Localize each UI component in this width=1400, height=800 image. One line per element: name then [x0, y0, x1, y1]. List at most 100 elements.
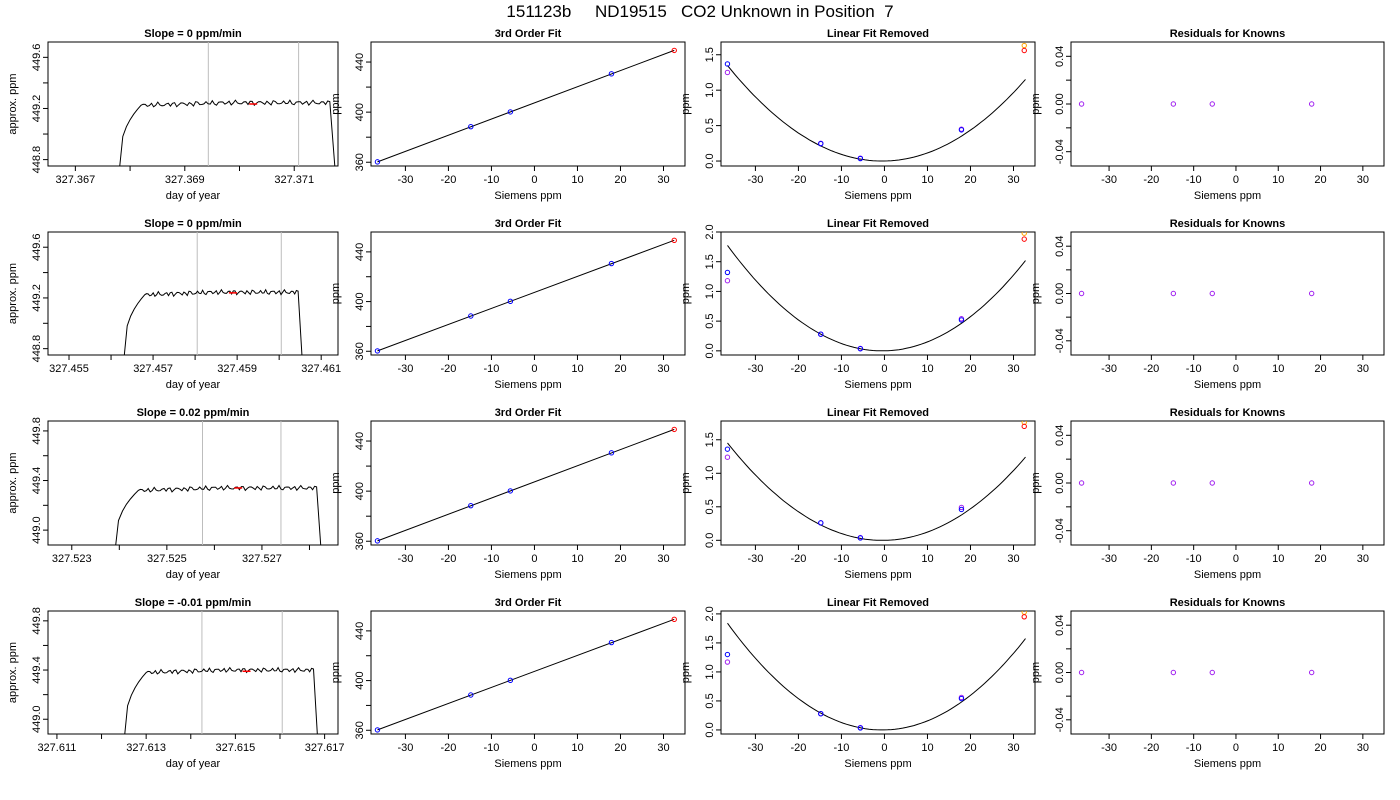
y-tick-label: 449.2	[31, 284, 43, 312]
x-tick-label: 0	[1233, 742, 1239, 754]
y-tick-label: 449.6	[31, 44, 43, 72]
y-tick-label: 1.5	[704, 432, 716, 447]
x-tick-label: 20	[1314, 553, 1326, 565]
residual-point	[1170, 669, 1177, 676]
y-tick-label: -0.04	[1054, 139, 1066, 164]
fit-line	[377, 239, 675, 352]
panel-2-4: -30 -20 -10 0 10 20 30 360 400 440 3rd Order Fit Si…	[330, 597, 686, 770]
y-tick-label: 0.5	[704, 313, 716, 328]
x-axis-label: day of year	[166, 190, 221, 202]
plot-frame	[370, 610, 686, 735]
known-point	[507, 488, 514, 494]
known-fit-point	[724, 269, 731, 276]
x-tick-label: 20	[1314, 174, 1326, 186]
x-tick-label: 20	[614, 363, 626, 375]
plot-frame	[370, 420, 686, 546]
x-tick-label: -20	[1143, 742, 1159, 754]
x-tick-label: -30	[1101, 553, 1117, 565]
plot-area	[724, 42, 1027, 162]
x-axis-label: Siemens ppm	[844, 190, 911, 202]
x-tick-label: 327.455	[49, 363, 89, 375]
x-tick-label: 0	[531, 363, 537, 375]
y-tick-label: 0.04	[1054, 46, 1066, 67]
plot-frame	[1070, 231, 1385, 356]
panel-title: Slope = -0.01 ppm/min	[135, 597, 252, 609]
y-tick-label: 448.8	[31, 335, 43, 363]
panel-title: Residuals for Knowns	[1170, 28, 1286, 40]
x-tick-label: -10	[833, 174, 849, 186]
plot-area	[374, 616, 677, 733]
y-tick-label: 0.04	[1054, 425, 1066, 446]
panel-3-1: -30 -20 -10 0 10 20 30 0.0 0.5 1.0 1.5 Linear Fit R…	[680, 28, 1036, 202]
known-point	[374, 538, 381, 544]
plot-area	[724, 232, 1027, 352]
x-tick-label: 327.613	[126, 742, 166, 754]
y-axis-label: ppm	[680, 662, 692, 683]
plot-area	[374, 237, 677, 354]
x-axis-label: day of year	[166, 569, 221, 581]
y-tick-label: 1.5	[704, 254, 716, 269]
unknown-point	[671, 426, 677, 433]
concentration-trace	[124, 666, 318, 734]
x-tick-label: 20	[614, 553, 626, 565]
x-tick-label: 0	[1233, 174, 1239, 186]
x-tick-label: -10	[483, 742, 499, 754]
x-tick-label: -10	[483, 174, 499, 186]
y-tick-label: 449.6	[31, 233, 43, 261]
x-tick-label: -20	[440, 363, 456, 375]
x-tick-label: 30	[657, 553, 669, 565]
x-tick-label: -30	[1101, 174, 1117, 186]
x-tick-label: 30	[1007, 174, 1019, 186]
x-tick-label: 10	[571, 363, 583, 375]
known-point	[468, 692, 474, 698]
plot-area	[374, 426, 677, 544]
panel-title: Slope = 0 ppm/min	[144, 218, 242, 230]
x-tick-label: 20	[964, 742, 976, 754]
known-fit-point	[818, 331, 824, 337]
x-tick-label: -20	[1143, 553, 1159, 565]
x-tick-label: 30	[1007, 742, 1019, 754]
x-tick-label: 327.367	[55, 174, 95, 186]
x-axis-label: day of year	[166, 379, 221, 391]
x-tick-label: 327.461	[301, 363, 341, 375]
x-tick-label: 327.371	[274, 174, 314, 186]
y-axis-label: ppm	[330, 472, 342, 493]
y-tick-label: 360	[354, 153, 366, 171]
x-axis-label: Siemens ppm	[844, 379, 911, 391]
x-tick-label: 30	[657, 174, 669, 186]
residual-point	[1209, 290, 1215, 297]
x-axis-label: Siemens ppm	[844, 758, 911, 770]
x-tick-label: 10	[571, 553, 583, 565]
panel-4-1: -30 -20 -10 0 10 20 30 -0.04 0.00 0.04 Residuals f…	[1030, 28, 1385, 202]
x-tick-label: -20	[790, 742, 806, 754]
panel-title: 3rd Order Fit	[495, 218, 562, 230]
residual-curve	[727, 65, 1026, 162]
y-axis-label: approx. ppm	[7, 263, 19, 324]
x-tick-label: -20	[440, 742, 456, 754]
plot-frame	[47, 231, 339, 356]
known-point	[374, 159, 381, 165]
residual-point	[1209, 480, 1215, 486]
residual-point	[1170, 101, 1177, 107]
x-tick-label: -20	[1143, 174, 1159, 186]
plot-area	[1078, 101, 1315, 107]
y-axis-label: ppm	[1030, 93, 1042, 114]
x-tick-label: -10	[483, 363, 499, 375]
y-tick-label: 449.0	[31, 705, 43, 733]
x-tick-label: -30	[747, 363, 763, 375]
y-tick-label: 449.4	[31, 467, 43, 495]
x-tick-label: 30	[1007, 363, 1019, 375]
x-tick-label: 10	[1272, 363, 1284, 375]
panel-title: Linear Fit Removed	[827, 218, 929, 230]
x-tick-label: 30	[1357, 553, 1369, 565]
x-tick-label: 30	[657, 742, 669, 754]
panel-2-1: -30 -20 -10 0 10 20 30 360 400 440 3rd Order Fit Si…	[330, 28, 686, 202]
panel-title: 3rd Order Fit	[495, 597, 562, 609]
known-fit-point	[818, 520, 824, 526]
y-tick-label: 0.00	[1054, 93, 1066, 114]
residual-point	[1308, 101, 1315, 107]
y-axis-label: ppm	[1030, 662, 1042, 683]
panel-title: Linear Fit Removed	[827, 597, 929, 609]
y-tick-label: 0.0	[704, 722, 716, 737]
x-tick-label: -20	[790, 553, 806, 565]
